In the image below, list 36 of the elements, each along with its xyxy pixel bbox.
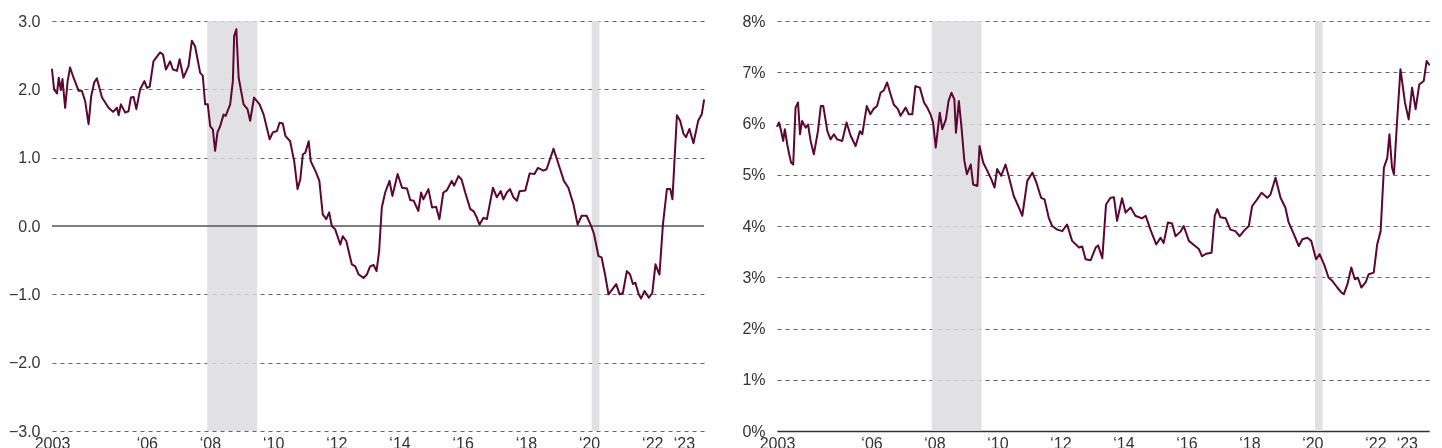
x-tick-label: ‘18 bbox=[515, 434, 538, 448]
x-tick-label: ‘23 bbox=[673, 434, 696, 448]
y-tick-label: −1.0 bbox=[8, 285, 41, 303]
y-tick-label: 8% bbox=[742, 12, 766, 30]
x-tick-label: ‘06 bbox=[861, 434, 883, 448]
x-tick-label: ‘06 bbox=[136, 434, 159, 448]
y-tick-label: 5% bbox=[742, 166, 766, 184]
x-tick-label: ‘10 bbox=[262, 434, 285, 448]
x-tick-label: ‘16 bbox=[1176, 434, 1198, 448]
y-tick-label: 7% bbox=[742, 63, 766, 81]
x-tick-label: ‘22 bbox=[1365, 434, 1387, 448]
y-tick-label: 4% bbox=[742, 217, 766, 235]
x-tick-label: ‘12 bbox=[326, 434, 348, 448]
x-tick-label: ‘14 bbox=[1113, 434, 1135, 448]
y-tick-label: 1.0 bbox=[18, 149, 41, 167]
x-tick-label: ‘22 bbox=[642, 434, 664, 448]
x-tick-label: ‘20 bbox=[1302, 434, 1324, 448]
y-tick-label: −2.0 bbox=[8, 354, 41, 372]
x-tick-label: ‘20 bbox=[578, 434, 601, 448]
y-tick-label: 0.0 bbox=[18, 217, 41, 235]
x-tick-label: ‘08 bbox=[199, 434, 222, 448]
x-tick-label: ‘12 bbox=[1050, 434, 1072, 448]
x-tick-label: ‘18 bbox=[1239, 434, 1261, 448]
x-tick-label: ‘16 bbox=[452, 434, 474, 448]
y-tick-label: 2% bbox=[742, 320, 766, 337]
y-tick-label: 3.0 bbox=[18, 12, 41, 30]
x-tick-label: ‘23 bbox=[1396, 434, 1419, 448]
y-tick-label: 3% bbox=[742, 268, 766, 286]
y-tick-label: 2.0 bbox=[18, 80, 41, 98]
x-tick-label: ‘10 bbox=[987, 434, 1009, 448]
x-tick-label: ‘08 bbox=[924, 434, 946, 448]
x-tick-label: ‘14 bbox=[389, 434, 411, 448]
y-tick-label: 1% bbox=[742, 371, 766, 389]
line-series bbox=[51, 28, 705, 300]
line-series bbox=[776, 59, 1430, 296]
y-tick-label: 6% bbox=[742, 115, 766, 132]
